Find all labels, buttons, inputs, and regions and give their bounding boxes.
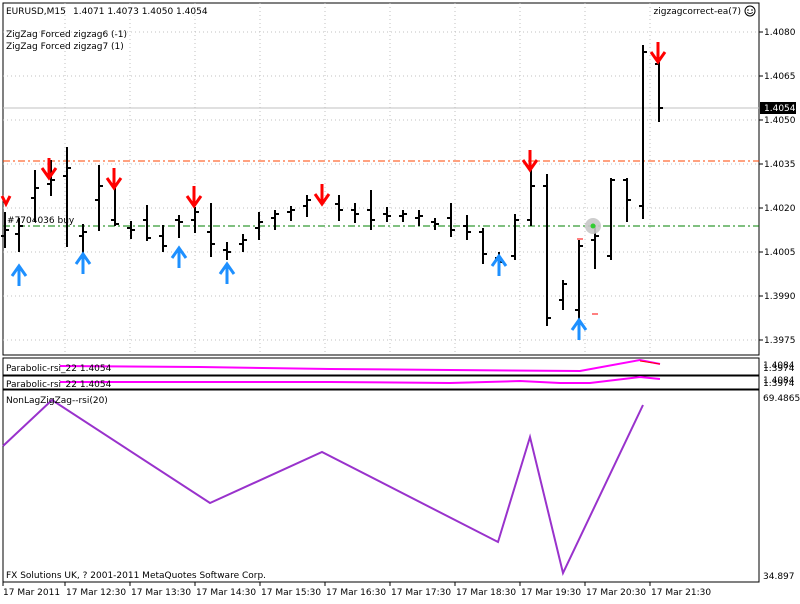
price-label: 1.3990 <box>764 292 796 302</box>
down-arrow-icon <box>521 150 539 173</box>
price-label: 1.4050 <box>764 116 796 126</box>
nonlag-scale-high: 69.4865 <box>763 394 800 404</box>
main-panel-border <box>2 2 760 356</box>
psar-line-2 <box>60 375 661 385</box>
time-label: 17 Mar 20:30 <box>586 588 646 598</box>
psar-line-1 <box>59 358 661 373</box>
psar-label-2: Parabolic-rsi_22 1.4054 <box>6 380 112 390</box>
vertical-grid <box>64 3 651 355</box>
smiley-icon[interactable] <box>744 5 756 17</box>
symbol-info: EURUSD,M15 <box>6 7 66 17</box>
psar-label-1: Parabolic-rsi_22 1.4054 <box>6 364 112 374</box>
price-label: 1.4080 <box>764 28 796 38</box>
price-label: 1.4065 <box>764 72 796 82</box>
up-arrow-icon <box>218 261 236 284</box>
indicator-label-1: ZigZag Forced zigzag6 (-1) <box>6 30 127 40</box>
order-label[interactable]: #7704036 buy <box>7 216 75 226</box>
order-marker-dot-icon <box>590 223 596 229</box>
copyright-text: FX Solutions UK, ? 2001-2011 MetaQuotes … <box>6 571 266 581</box>
nonlag-panel-border <box>2 389 760 583</box>
down-arrow-icon <box>649 42 667 65</box>
ohlc-values: 1.4071 1.4073 1.4050 1.4054 <box>73 7 208 17</box>
down-arrow-icon <box>40 158 58 181</box>
nonlag-zigzag-line <box>2 398 644 576</box>
up-arrow-icon <box>10 263 28 286</box>
psar-scale-2-low: 1.3974 <box>763 379 795 389</box>
time-label: 17 Mar 19:30 <box>521 588 581 598</box>
down-arrow-icon <box>105 168 123 191</box>
psar-scale-1-high: 1.4084 <box>763 361 795 371</box>
time-label: 17 Mar 21:30 <box>651 588 711 598</box>
time-label: 17 Mar 14:30 <box>196 588 256 598</box>
price-label: 1.3975 <box>764 336 796 346</box>
price-label: 1.4005 <box>764 248 796 258</box>
down-arrow-icon <box>185 186 203 209</box>
price-label: 1.4020 <box>764 204 796 214</box>
price-label: 1.4035 <box>764 160 796 170</box>
time-label: 17 Mar 12:30 <box>66 588 126 598</box>
up-arrow-icon <box>170 245 188 268</box>
time-label: 17 Mar 17:30 <box>391 588 451 598</box>
up-arrows <box>10 245 588 340</box>
down-arrows <box>0 42 667 209</box>
down-arrow-icon <box>313 184 331 207</box>
current-price-value: 1.4054 <box>764 104 796 114</box>
down-arrow-icon <box>0 195 12 208</box>
nonlag-label: NonLagZigZag--rsi(20) <box>6 396 108 406</box>
nonlag-scale-low: 34.897 <box>763 572 795 582</box>
time-label: 17 Mar 13:30 <box>131 588 191 598</box>
time-label: 17 Mar 18:30 <box>456 588 516 598</box>
time-label: 17 Mar 15:30 <box>261 588 321 598</box>
psar-signal-1 <box>639 360 661 365</box>
up-arrow-icon <box>490 253 508 276</box>
up-arrow-icon <box>74 251 92 274</box>
price-bars <box>1 45 663 326</box>
up-arrow-icon <box>570 317 588 340</box>
time-axis: 17 Mar 2011 17 Mar 12:30 17 Mar 13:30 17… <box>2 582 711 598</box>
indicator-label-2: ZigZag Forced zigzag7 (1) <box>6 42 124 52</box>
psar-scale-1-low: 1.3974 <box>763 364 795 374</box>
time-label: 17 Mar 16:30 <box>326 588 386 598</box>
price-axis: 1.4080 1.4065 1.4050 1.4035 1.4020 1.400… <box>759 28 796 346</box>
expert-advisor-name: zigzagcorrect-ea(7) <box>654 7 741 17</box>
time-label: 17 Mar 2011 <box>3 588 60 598</box>
current-price-box <box>760 102 796 114</box>
psar-scale-2-high: 1.4084 <box>763 376 795 386</box>
